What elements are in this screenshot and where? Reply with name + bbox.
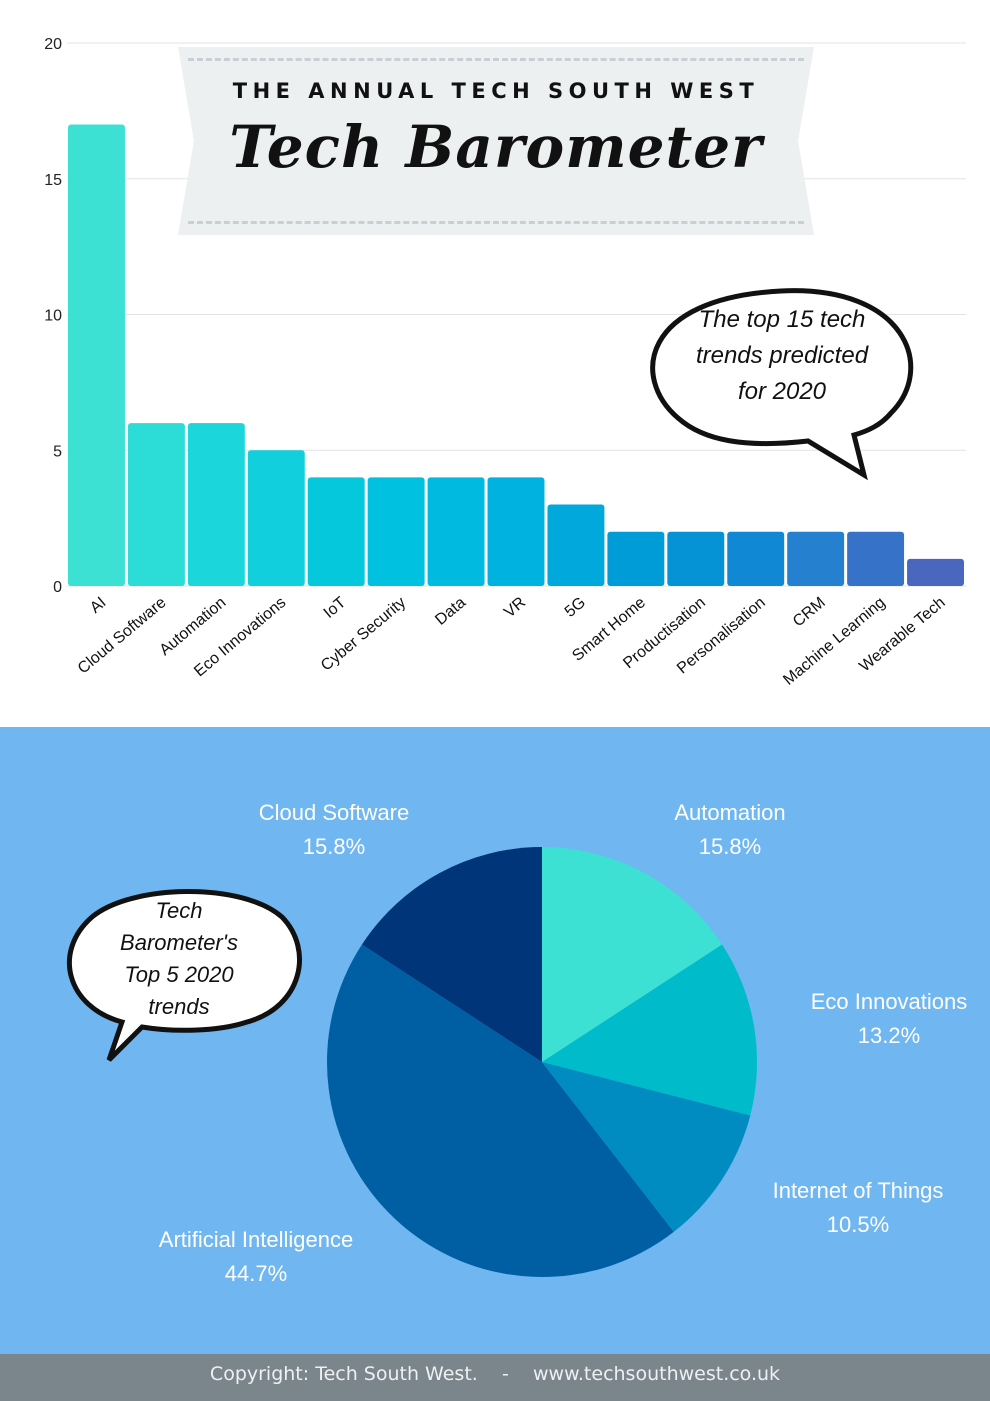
bar bbox=[547, 504, 605, 586]
y-tick-label: 15 bbox=[44, 172, 62, 189]
bubble-top-line: The top 15 tech bbox=[698, 306, 866, 333]
bubble-pie-line: Top 5 2020 bbox=[124, 962, 234, 987]
x-tick-label: AI bbox=[87, 594, 110, 617]
x-tick-label: Data bbox=[432, 594, 469, 629]
pie-label-cloud-software: Cloud Software 15.8% bbox=[234, 796, 434, 864]
x-tick-label: CRM bbox=[790, 594, 829, 630]
bar bbox=[187, 423, 245, 586]
pie-label-value: 15.8% bbox=[302, 834, 366, 859]
banner-dash-top bbox=[188, 58, 804, 61]
pie-label-name: Cloud Software bbox=[258, 800, 410, 825]
bubble-top-line: trends predicted bbox=[695, 342, 869, 369]
banner-subtitle: THE ANNUAL TECH SOUTH WEST bbox=[232, 79, 760, 103]
y-tick-label: 5 bbox=[53, 443, 62, 460]
y-tick-label: 0 bbox=[53, 579, 62, 596]
pie-label-value: 15.8% bbox=[698, 834, 762, 859]
pie-label-name: Eco Innovations bbox=[810, 989, 968, 1014]
bar bbox=[307, 477, 365, 586]
pie-label-name: Automation bbox=[674, 800, 786, 825]
banner-dash-bottom bbox=[188, 221, 804, 224]
bar bbox=[907, 558, 964, 586]
pie-chart bbox=[327, 847, 757, 1277]
pie-slice bbox=[542, 847, 723, 1062]
pie-label-name: Artificial Intelligence bbox=[158, 1227, 354, 1252]
pie-section: Tech Barometer's Top 5 2020 trends Autom… bbox=[0, 727, 990, 1354]
x-tick-label: IoT bbox=[321, 594, 350, 622]
footer-website-link[interactable]: www.techsouthwest.co.uk bbox=[533, 1363, 781, 1385]
pie-label-value: 44.7% bbox=[224, 1261, 288, 1286]
bubble-top-text: The top 15 tech trends predicted for 202… bbox=[660, 302, 904, 410]
pie-slice bbox=[542, 1062, 751, 1232]
footer-copyright: Copyright: Tech South West. bbox=[209, 1363, 478, 1385]
bubble-pie-line: trends bbox=[148, 994, 210, 1019]
footer: Copyright: Tech South West. - www.techso… bbox=[0, 1354, 990, 1401]
x-tick-label: VR bbox=[501, 594, 529, 621]
bar bbox=[68, 124, 125, 586]
bar bbox=[247, 450, 305, 586]
bubble-pie-line: Tech bbox=[155, 898, 203, 923]
pie-label-name: Internet of Things bbox=[772, 1178, 944, 1203]
pie-slice bbox=[327, 944, 674, 1277]
pie-label-value: 13.2% bbox=[857, 1023, 921, 1048]
speech-bubble-top bbox=[650, 288, 914, 481]
pie-slice bbox=[542, 944, 757, 1116]
pie-slice bbox=[361, 847, 542, 1062]
x-tick-label: 5G bbox=[562, 594, 589, 621]
bar bbox=[607, 531, 665, 586]
bar bbox=[787, 531, 845, 586]
y-tick-label: 10 bbox=[44, 308, 62, 325]
bubble-pie-text: Tech Barometer's Top 5 2020 trends bbox=[84, 895, 274, 1023]
speech-bubble-pie bbox=[66, 889, 302, 1062]
pie-label-eco-innovations: Eco Innovations 13.2% bbox=[789, 985, 989, 1053]
pie-label-internet-of-things: Internet of Things 10.5% bbox=[750, 1174, 966, 1242]
footer-separator: - bbox=[501, 1363, 509, 1385]
pie-label-value: 10.5% bbox=[826, 1212, 890, 1237]
bar bbox=[367, 477, 425, 586]
x-tick-label: Machine Learning bbox=[780, 594, 888, 689]
bubble-pie-line: Barometer's bbox=[120, 930, 238, 955]
bar bbox=[727, 531, 785, 586]
bar bbox=[487, 477, 545, 586]
bubble-top-line: for 2020 bbox=[737, 378, 827, 405]
bar bbox=[127, 423, 185, 586]
y-tick-label: 20 bbox=[44, 36, 62, 53]
bar bbox=[667, 531, 725, 586]
title-banner: THE ANNUAL TECH SOUTH WEST Tech Baromete… bbox=[178, 47, 814, 235]
bar bbox=[847, 531, 905, 586]
pie-label-artificial-intelligence: Artificial Intelligence 44.7% bbox=[136, 1223, 376, 1291]
bar bbox=[427, 477, 485, 586]
banner-title: Tech Barometer bbox=[229, 113, 763, 181]
pie-label-automation: Automation 15.8% bbox=[638, 796, 822, 864]
